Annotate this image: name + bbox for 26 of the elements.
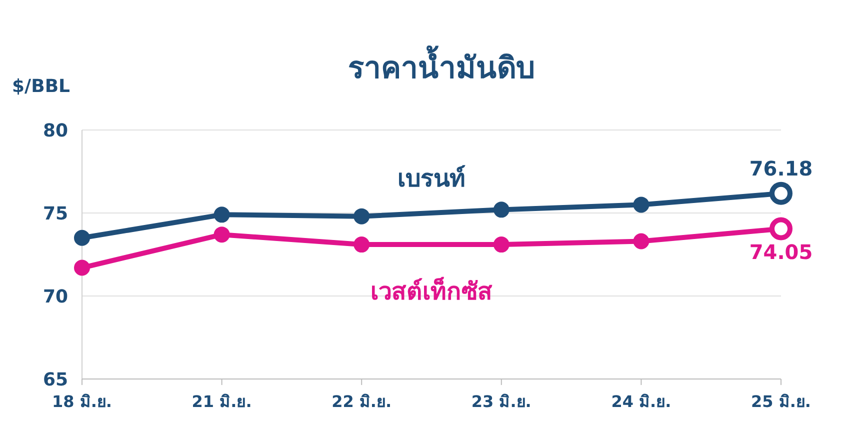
point xyxy=(354,236,370,253)
y-axis-title: $/BBL xyxy=(12,76,70,97)
y-tick-label: 80 xyxy=(42,120,68,142)
y-tick-label: 70 xyxy=(42,286,68,308)
point xyxy=(633,233,650,250)
point xyxy=(633,196,650,213)
x-tick-label: 18 มิ.ย. xyxy=(52,392,112,411)
point xyxy=(214,226,230,243)
data-label: 74.05 xyxy=(749,240,813,264)
point xyxy=(74,230,90,246)
x-tick-label: 21 มิ.ย. xyxy=(192,392,252,411)
point xyxy=(214,206,230,223)
y-tick-label: 75 xyxy=(42,203,68,224)
point xyxy=(74,260,90,276)
point xyxy=(493,202,510,218)
point xyxy=(493,236,510,253)
x-tick-label: 25 มิ.ย. xyxy=(751,392,811,411)
x-tick-label: 24 มิ.ย. xyxy=(611,392,672,411)
series-label: เบรนท์ xyxy=(398,164,466,192)
x-tick-label: 22 มิ.ย. xyxy=(332,392,392,411)
y-tick-label: 65 xyxy=(42,369,68,390)
data-label: 76.18 xyxy=(749,156,813,180)
x-tick-label: 23 มิ.ย. xyxy=(471,392,532,411)
chart-title: ราคาน้ำมันดิบ xyxy=(348,45,535,86)
point xyxy=(354,208,370,224)
series-label: เวสต์เท็กซัส xyxy=(370,276,492,306)
